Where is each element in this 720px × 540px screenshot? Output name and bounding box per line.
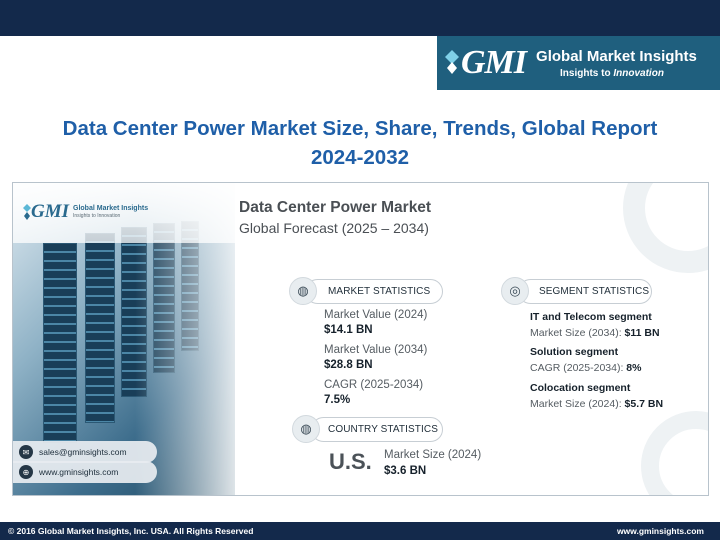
market-statistics-header: MARKET STATISTICS xyxy=(305,279,443,304)
market-statistics-label: MARKET STATISTICS xyxy=(328,286,431,297)
logo-gmi-text: GMI xyxy=(461,44,527,81)
country-statistics-header: COUNTRY STATISTICS xyxy=(311,417,443,442)
market-value-2034-value: $28.8 BN xyxy=(324,359,373,371)
footer-bar: © 2016 Global Market Insights, Inc. USA.… xyxy=(0,522,720,540)
globe-icon: ⊕ xyxy=(19,465,33,479)
mini-logo-tagline: Insights to Innovation xyxy=(73,213,121,219)
infographic-title: Data Center Power Market xyxy=(239,199,432,216)
footer-website-link[interactable]: www.gminsights.com xyxy=(616,526,704,536)
footer-copyright: © 2016 Global Market Insights, Inc. USA.… xyxy=(8,526,254,536)
market-value-2024-value: $14.1 BN xyxy=(324,324,373,336)
cagr-value: 7.5% xyxy=(324,394,351,406)
mini-logo: GMI Global Market Insights Insights to I… xyxy=(23,201,148,223)
decor-circle xyxy=(641,411,708,495)
diamond-icon xyxy=(23,204,31,220)
segment-statistics-label: SEGMENT STATISTICS xyxy=(539,286,650,297)
segment-colocation-heading: Colocation segment xyxy=(530,382,631,394)
segment-solution-line: CAGR (2025-2034): 8% xyxy=(530,362,642,374)
market-value-2034-label: Market Value (2034) xyxy=(324,344,428,356)
email-text: sales@gminsights.com xyxy=(39,447,127,457)
contact-email[interactable]: ✉ sales@gminsights.com xyxy=(13,441,157,463)
infographic-subtitle: Global Forecast (2025 – 2034) xyxy=(239,220,429,236)
gmi-logo[interactable]: GMI Global Market Insights Insights to I… xyxy=(437,36,720,90)
envelope-icon: ✉ xyxy=(19,445,33,459)
segment-statistics-header: SEGMENT STATISTICS xyxy=(518,279,652,304)
infographic-image: GMI Global Market Insights Insights to I… xyxy=(12,182,709,496)
country-market-size-label: Market Size (2024) xyxy=(384,449,482,461)
country-market-size-value: $3.6 BN xyxy=(384,465,427,477)
globe-icon: ◍ xyxy=(289,277,317,305)
mini-logo-gmi: GMI xyxy=(31,201,70,222)
mini-logo-name: Global Market Insights xyxy=(73,205,149,212)
segment-it-telecom-heading: IT and Telecom segment xyxy=(530,311,652,323)
segment-colocation-line: Market Size (2024): $5.7 BN xyxy=(530,398,664,410)
country-statistics-label: COUNTRY STATISTICS xyxy=(328,424,438,435)
top-banner xyxy=(0,0,720,36)
contact-website[interactable]: ⊕ www.gminsights.com xyxy=(13,461,157,483)
decor-circle xyxy=(623,183,708,273)
logo-company-name: Global Market Insights xyxy=(536,47,697,65)
globe-icon: ◍ xyxy=(292,415,320,443)
segment-it-telecom-line: Market Size (2034): $11 BN xyxy=(530,327,660,339)
country-name: U.S. xyxy=(329,449,372,474)
page-title: Data Center Power Market Size, Share, Tr… xyxy=(62,117,658,169)
diamond-icon xyxy=(445,50,459,74)
segment-solution-heading: Solution segment xyxy=(530,346,619,358)
cagr-label: CAGR (2025-2034) xyxy=(324,379,424,391)
logo-tagline: Insights to Innovation xyxy=(560,67,664,79)
website-text: www.gminsights.com xyxy=(39,467,119,477)
market-value-2024-label: Market Value (2024) xyxy=(324,309,428,321)
logo-mark: GMI xyxy=(445,44,527,82)
target-icon: ◎ xyxy=(501,277,529,305)
